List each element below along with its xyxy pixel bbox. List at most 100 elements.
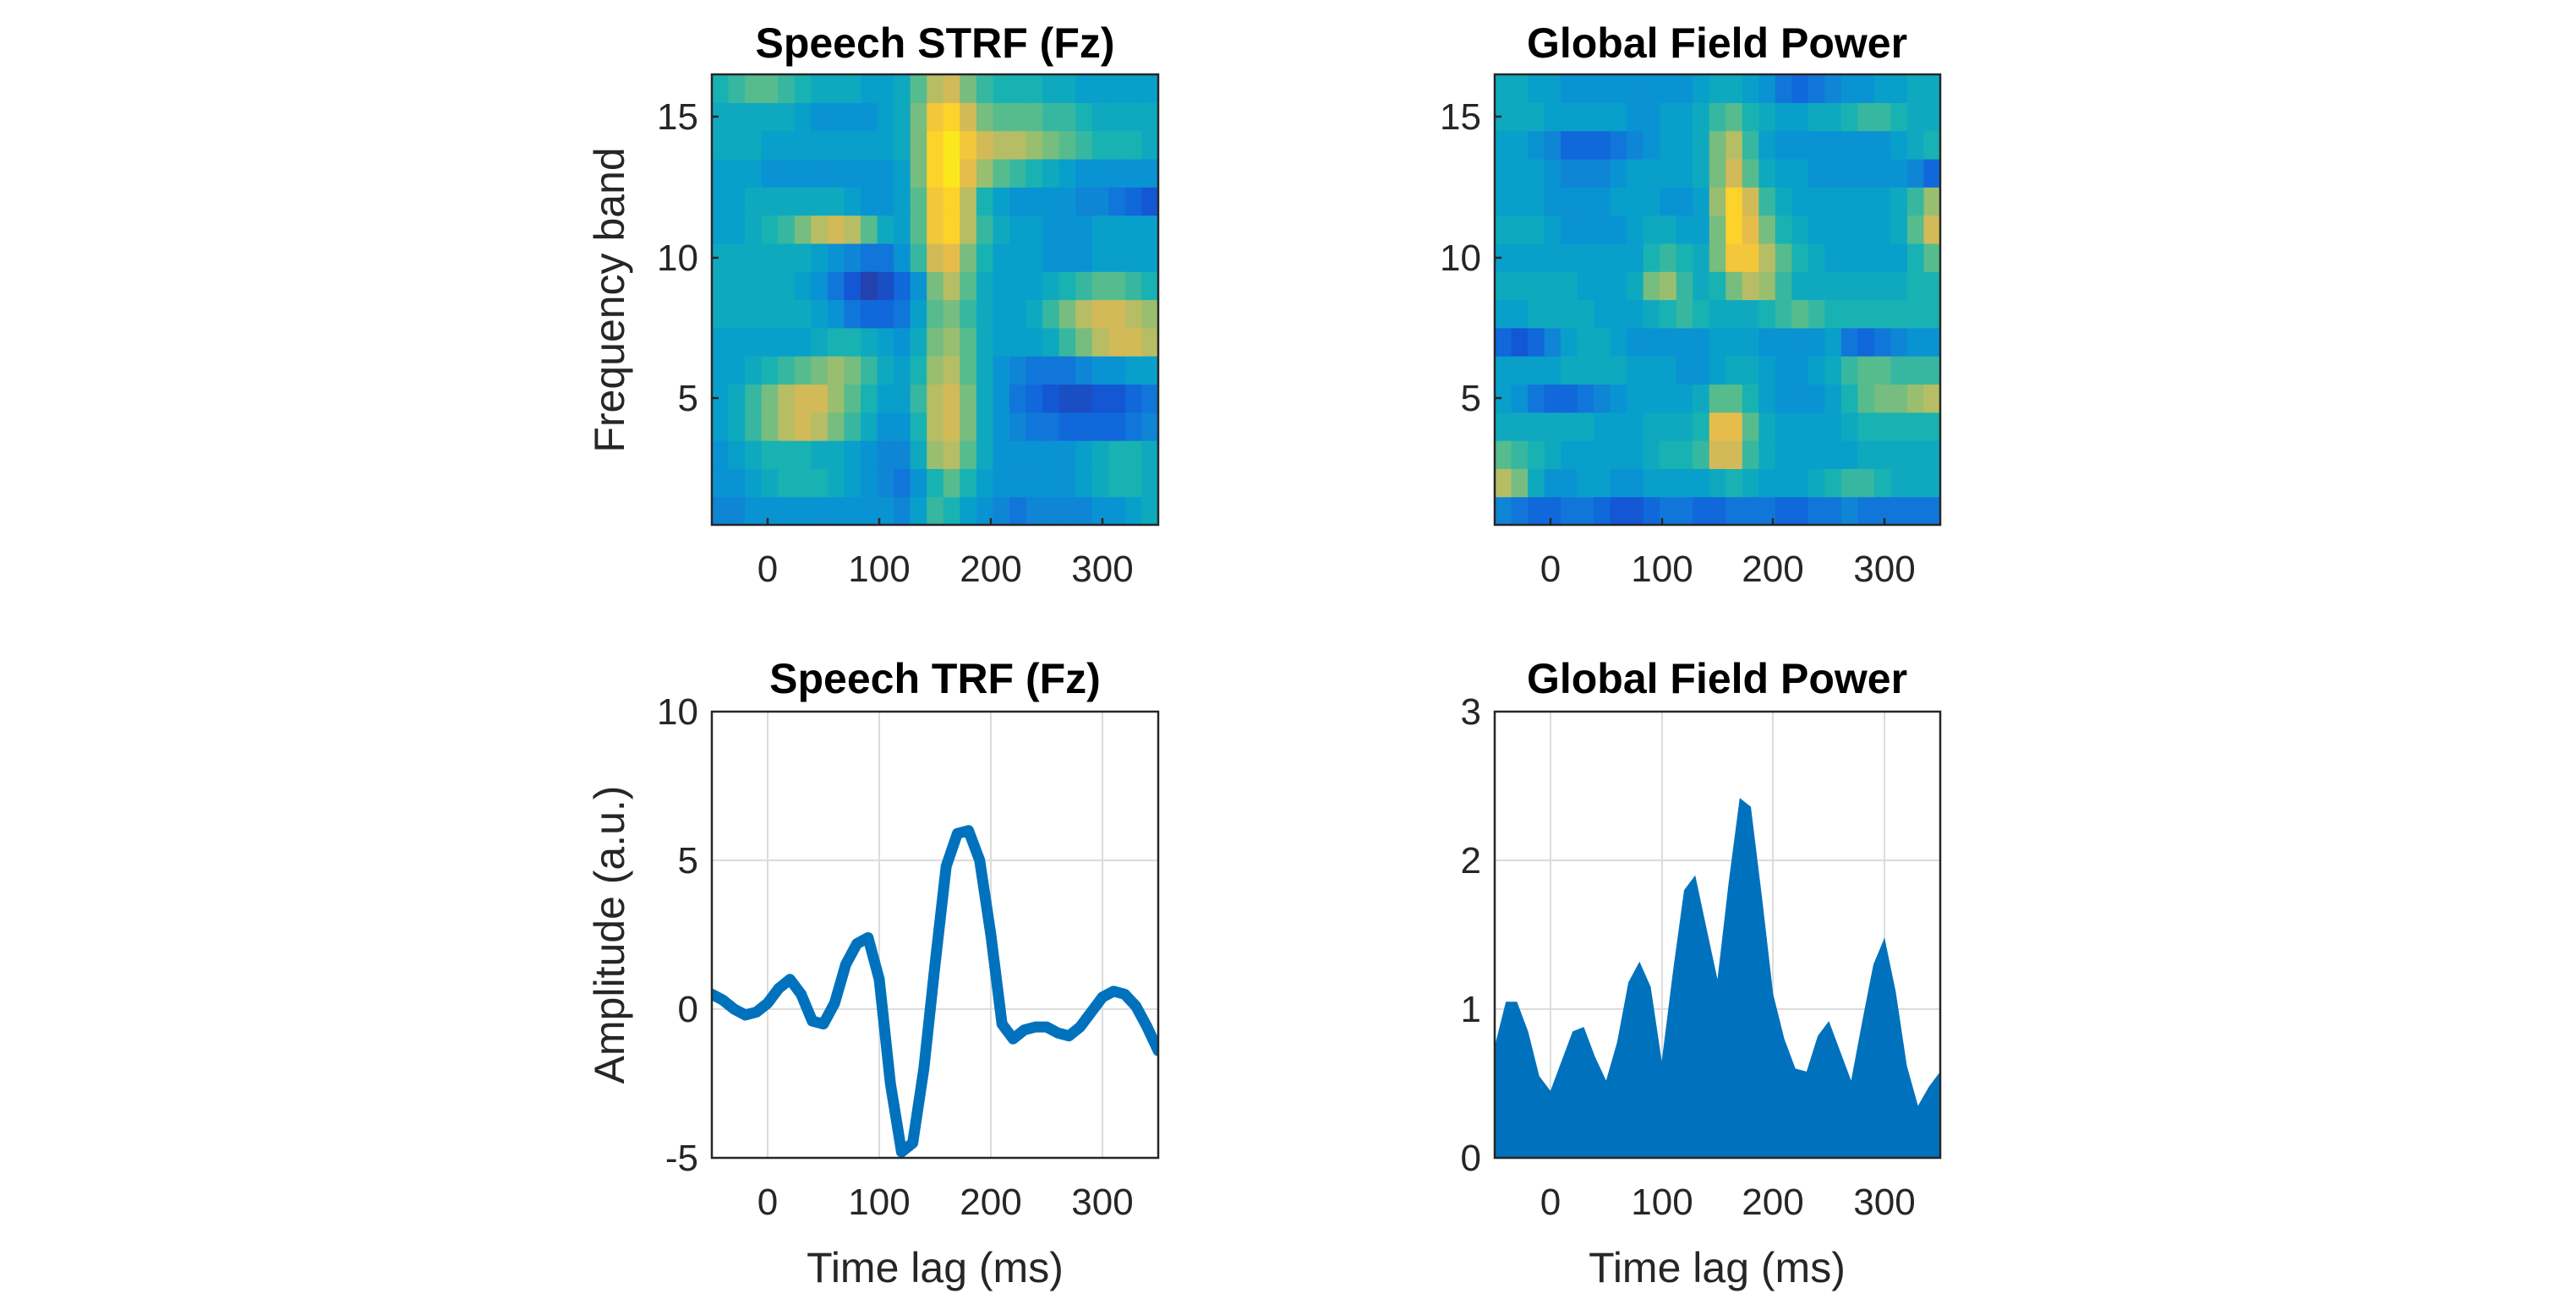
gfp-heatmap-cell [1528, 271, 1545, 301]
gfp-heatmap-cell [1906, 187, 1925, 216]
strf-cell [1124, 496, 1143, 526]
gfp-heatmap-cell [1511, 243, 1529, 272]
strf-cell [712, 215, 730, 244]
gfp-heatmap-cell [1840, 496, 1859, 526]
gfp-heatmap-cell [1726, 496, 1743, 526]
gfp-heatmap-cell [1758, 496, 1776, 526]
gfp-heatmap-cell [1511, 384, 1529, 413]
gfp-heatmap-cell [1610, 215, 1627, 244]
gfp-heatmap-cell [1511, 187, 1529, 216]
gfp-heatmap-cell [1742, 243, 1759, 272]
gfp-heatmap-cell [1610, 440, 1627, 469]
gfp-heatmap-cell [1923, 102, 1941, 132]
gfp-heatmap-cell [1824, 496, 1842, 526]
gfp-heatmap-cell [1709, 271, 1726, 301]
strf-cell [993, 187, 1010, 216]
strf-cell [1025, 496, 1043, 526]
trf-y-tick: -5 [665, 1138, 698, 1179]
strf-cell [894, 158, 911, 188]
strf-cell [976, 158, 994, 188]
gfp-heatmap-cell [1577, 496, 1594, 526]
gfp-heatmap-cell [1709, 412, 1726, 441]
strf-cell [1042, 299, 1060, 329]
strf-cell [861, 74, 878, 103]
strf-cell [745, 496, 763, 526]
strf-cell [894, 356, 911, 385]
strf-cell [1009, 299, 1027, 329]
gfp-heatmap-cell [1857, 496, 1875, 526]
strf-cell [993, 215, 1010, 244]
trf-y-tick: 5 [678, 840, 698, 881]
gfp-heatmap-cell [1808, 215, 1825, 244]
gfp-heatmap-cell [1643, 271, 1660, 301]
strf-cell [794, 243, 812, 272]
strf-cell [1124, 102, 1143, 132]
gfp-heatmap-cell [1709, 468, 1726, 498]
gfp-heatmap-cell [1544, 130, 1561, 160]
strf-cell [844, 102, 861, 132]
gfp-heatmap-cell [1594, 412, 1611, 441]
gfp-heatmap-cell [1594, 271, 1611, 301]
gfp-heatmap-cell [1791, 74, 1809, 103]
gfp-heatmap-cell [1857, 468, 1875, 498]
gfp-heatmap-cell [1709, 74, 1726, 103]
gfp-heatmap-cell [1840, 327, 1859, 357]
gfp-heatmap-cell [1643, 468, 1660, 498]
gfp-heatmap-cell [1676, 243, 1693, 272]
gfp-heatmap-cell [1873, 327, 1892, 357]
strf-cell [1058, 356, 1076, 385]
strf-cell [1141, 130, 1159, 160]
strf-cell [844, 243, 861, 272]
gfp-heatmap-cell [1726, 299, 1743, 329]
strf-cell [827, 299, 845, 329]
strf-cell [1075, 102, 1093, 132]
strf-cell [943, 384, 960, 413]
gfp-heatmap-cell [1726, 187, 1743, 216]
gfp-heatmap-cell [1890, 102, 1908, 132]
gfp-heatmap-cell [1528, 356, 1545, 385]
strf-cell [1075, 496, 1093, 526]
strf-cell [811, 384, 829, 413]
gfp-heatmap-cell [1676, 271, 1693, 301]
gfp-heatmap-cell [1742, 496, 1759, 526]
gfp-heatmap-cell [1791, 243, 1809, 272]
strf-cell [844, 215, 861, 244]
gfp-heatmap-cell [1906, 102, 1925, 132]
strf-cell [943, 440, 960, 469]
strf-cell [943, 215, 960, 244]
strf-cell [960, 243, 977, 272]
gfp-area-y-ticks: 0 1 2 3 [1461, 691, 1481, 1179]
strf-cell [844, 158, 861, 188]
gfp-heatmap-cell [1857, 187, 1875, 216]
strf-cell [993, 384, 1010, 413]
gfp-heatmap-cell [1824, 299, 1842, 329]
gfp-heatmap-cell [1627, 74, 1644, 103]
gfp-heatmap-cell [1890, 412, 1908, 441]
strf-panel: Speech STRF (Fz) 0 100 200 300 5 10 15 F… [586, 19, 1160, 590]
gfp-heatmap-cell [1594, 130, 1611, 160]
gfp-heatmap-cell [1726, 412, 1743, 441]
gfp-heatmap-cell [1660, 243, 1677, 272]
strf-cell [910, 327, 927, 357]
strf-cell [745, 384, 763, 413]
strf-cell [1042, 384, 1060, 413]
gfp-heatmap-cell [1873, 299, 1892, 329]
strf-cell [943, 187, 960, 216]
gfp-heatmap-cell [1758, 356, 1776, 385]
strf-cell [993, 468, 1010, 498]
strf-cells [712, 74, 1159, 526]
strf-cell [861, 102, 878, 132]
strf-cell [1124, 130, 1143, 160]
strf-x-ticks: 0 100 200 300 [757, 518, 1134, 590]
strf-cell [811, 356, 829, 385]
strf-cell [712, 384, 730, 413]
strf-cell [976, 384, 994, 413]
gfp-heatmap-cell [1857, 440, 1875, 469]
strf-cell [1091, 440, 1109, 469]
strf-cell [960, 299, 977, 329]
gfp-heatmap-cell [1544, 440, 1561, 469]
strf-cell [827, 243, 845, 272]
strf-cell [877, 496, 894, 526]
strf-cell [976, 440, 994, 469]
gfp-heatmap-cell [1906, 243, 1925, 272]
